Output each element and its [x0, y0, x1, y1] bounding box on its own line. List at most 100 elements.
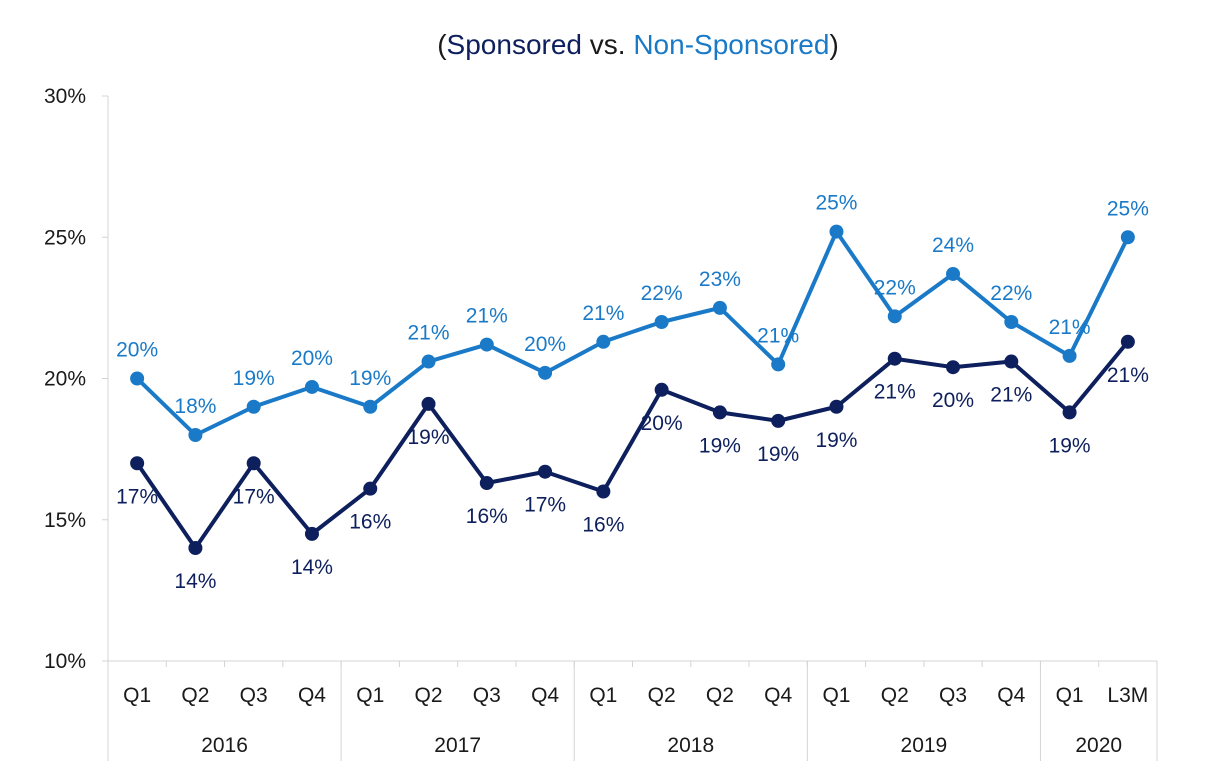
data-label: 22% — [990, 282, 1032, 305]
data-point — [771, 357, 786, 372]
x-category-label: Q1 — [123, 684, 151, 707]
data-point — [538, 365, 553, 380]
data-point — [712, 405, 727, 420]
data-label: 21% — [757, 324, 799, 347]
y-tick-label: 25% — [44, 226, 86, 249]
y-tick-label: 20% — [44, 368, 86, 391]
data-point — [304, 526, 319, 541]
data-label: 20% — [116, 339, 158, 362]
x-category-label: Q1 — [356, 684, 384, 707]
data-point — [1062, 348, 1077, 363]
data-label: 23% — [699, 268, 741, 291]
data-point — [946, 360, 961, 375]
data-label: 17% — [524, 494, 566, 517]
data-point — [188, 541, 203, 555]
data-label: 19% — [349, 367, 391, 390]
title-close-paren: ) — [829, 29, 838, 60]
year-label: 2017 — [434, 734, 481, 757]
data-point — [1120, 334, 1135, 349]
data-point — [130, 456, 145, 471]
x-category-label: L3M — [1107, 684, 1148, 707]
x-category-label: Q2 — [881, 684, 909, 707]
x-category-label: Q2 — [648, 684, 676, 707]
data-label: 16% — [466, 505, 508, 528]
data-label: 21% — [466, 305, 508, 328]
data-label: 14% — [291, 556, 333, 579]
data-label: 19% — [757, 443, 799, 466]
data-label: 21% — [408, 322, 450, 345]
data-point — [654, 382, 669, 397]
x-category-label: Q4 — [298, 684, 326, 707]
x-category-label: Q3 — [939, 684, 967, 707]
year-label: 2018 — [667, 734, 714, 757]
x-category-label: Q1 — [822, 684, 850, 707]
x-category-label: Q2 — [181, 684, 209, 707]
data-label: 19% — [699, 434, 741, 457]
series-line — [135, 340, 1130, 550]
data-point — [596, 484, 611, 499]
data-point — [304, 379, 319, 394]
data-point — [479, 337, 494, 352]
data-point — [829, 399, 844, 414]
data-label: 25% — [1107, 197, 1149, 220]
data-label: 19% — [233, 367, 275, 390]
data-point — [1004, 354, 1019, 369]
x-category-label: Q1 — [1056, 684, 1084, 707]
data-point — [363, 399, 378, 414]
data-point — [1004, 315, 1019, 329]
data-point — [887, 351, 902, 366]
series-layer: 20% 18% 19% 20% 19% 21% 21% 20% 21% 22% 23% 21% 25% 2… — [116, 192, 1149, 593]
data-label: 21% — [1107, 364, 1149, 387]
data-label: 16% — [349, 511, 391, 534]
data-point — [188, 428, 203, 442]
data-point — [363, 481, 378, 496]
year-label: 2016 — [201, 734, 248, 757]
axes: 10% 15% 20% 25% 30% Q1 Q2 Q3 Q4 Q1 Q2 Q3 Q4 Q1 Q2 Q2 Q4 Q… — [44, 85, 1158, 761]
data-label: 21% — [874, 381, 916, 404]
x-category-label: Q3 — [240, 684, 268, 707]
title-non-sponsored: Non-Sponsored — [633, 29, 829, 60]
x-category-label: Q2 — [415, 684, 443, 707]
data-label: 20% — [524, 333, 566, 356]
data-point — [479, 476, 494, 491]
chart-title: (Sponsored vs. Non-Sponsored) — [437, 29, 839, 60]
data-point — [538, 464, 553, 479]
data-point — [246, 399, 261, 414]
data-label: 17% — [233, 485, 275, 508]
data-point — [1062, 405, 1077, 420]
data-point — [829, 224, 844, 239]
x-category-label: Q3 — [473, 684, 501, 707]
x-category-label: Q1 — [589, 684, 617, 707]
data-label: 21% — [1049, 316, 1091, 339]
data-label: 20% — [641, 412, 683, 435]
data-point — [654, 315, 669, 329]
data-label: 24% — [932, 234, 974, 257]
data-label: 20% — [932, 389, 974, 412]
data-point — [246, 456, 261, 471]
title-vs: vs. — [582, 29, 633, 60]
data-point — [596, 334, 611, 349]
data-label: 19% — [1049, 434, 1091, 457]
data-label: 21% — [990, 384, 1032, 407]
data-label: 25% — [815, 192, 857, 215]
data-point — [1120, 230, 1135, 245]
data-point — [887, 309, 902, 324]
x-category-label: Q4 — [764, 684, 792, 707]
series-line — [135, 229, 1130, 437]
data-point — [771, 413, 786, 428]
data-label: 14% — [174, 570, 216, 593]
year-label: 2020 — [1075, 734, 1122, 757]
x-category-label: Q4 — [531, 684, 559, 707]
data-point — [712, 300, 727, 315]
data-label: 20% — [291, 347, 333, 370]
y-tick-label: 10% — [44, 650, 86, 673]
title-open-paren: ( — [437, 29, 447, 60]
y-tick-label: 30% — [44, 85, 86, 108]
title-sponsored: Sponsored — [447, 29, 582, 60]
data-point — [421, 354, 436, 369]
x-category-label: Q4 — [997, 684, 1025, 707]
data-label: 19% — [408, 426, 450, 449]
data-label: 22% — [641, 282, 683, 305]
data-point — [421, 396, 436, 411]
